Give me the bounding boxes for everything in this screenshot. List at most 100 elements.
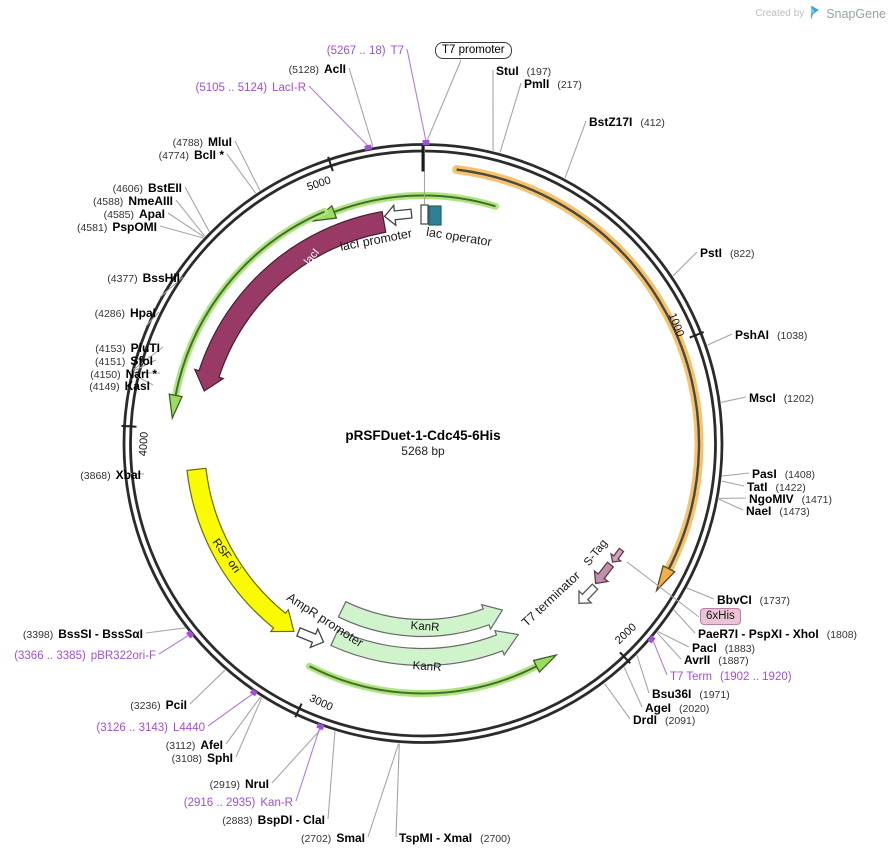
t7-term-tick[interactable]: [647, 635, 656, 644]
kanr-cds-inner[interactable]: [330, 629, 520, 667]
site-label-apai[interactable]: (4585) ApaI: [104, 207, 165, 222]
site-position: (1971): [699, 689, 730, 701]
site-label-t7-term[interactable]: T7 Term (1902 .. 1920): [670, 669, 792, 684]
site-label-mlui[interactable]: (4788) MluI: [173, 135, 232, 150]
site-name: MluI: [208, 135, 232, 149]
site-position: (3366 .. 3385): [14, 650, 86, 662]
site-label-afei[interactable]: (3112) AfeI: [166, 738, 223, 753]
kan-r-tick[interactable]: [316, 722, 325, 730]
site-name: PstI: [700, 246, 723, 260]
site-label-agei[interactable]: AgeI (2020): [645, 701, 709, 716]
site-label-paer7i-pspxi-xhoi[interactable]: PaeR7I - PspXI - XhoI (1808): [698, 627, 857, 642]
site-label-laci-r[interactable]: (5105 .. 5124) LacI-R: [196, 80, 306, 95]
site-name: Bsu36I: [652, 687, 692, 701]
laci-r-tick[interactable]: [364, 144, 372, 151]
site-label-stui[interactable]: StuI (197): [496, 64, 551, 79]
site-label-kasi[interactable]: (4149) KasI: [89, 379, 150, 394]
site-name: Kan-R: [260, 797, 293, 809]
leader-line-acli: [348, 67, 374, 147]
site-label-bsssi-bsss-i[interactable]: (3398) BssSI - BssSαI: [23, 627, 143, 642]
site-label-drdi[interactable]: DrdI (2091): [633, 713, 695, 728]
site-label-psti[interactable]: PstI (822): [700, 246, 755, 261]
rsf-ori-arrow[interactable]: [186, 467, 295, 633]
site-label-naei[interactable]: NaeI (1473): [746, 504, 810, 519]
site-position: (1202): [783, 393, 815, 405]
site-label-pmli[interactable]: PmlI (217): [524, 77, 582, 92]
site-label-nmeaiii[interactable]: (4588) NmeAIII: [93, 194, 173, 209]
laci-cassette-arc-arrowhead: [168, 393, 183, 421]
site-label-avrii[interactable]: AvrII (1887): [684, 653, 749, 668]
site-position: (2702): [300, 833, 332, 845]
kanr-label-inner[interactable]: KanR: [412, 660, 442, 674]
site-position: (2091): [665, 715, 696, 727]
site-label-smai[interactable]: (2702) SmaI: [301, 831, 365, 846]
laci-promoter-arrow[interactable]: [383, 203, 413, 227]
site-label-bsu36i[interactable]: Bsu36I (1971): [652, 687, 730, 702]
site-name: SmaI: [336, 831, 365, 845]
leader-line-tati: [721, 480, 745, 487]
site-label-ngomiv[interactable]: NgoMIV (1471): [749, 492, 832, 507]
site-position: (3108): [171, 753, 202, 765]
pbr322ori-f-tick[interactable]: [186, 630, 195, 639]
site-name: PacI: [692, 641, 717, 655]
site-label-xbai[interactable]: (3868) XbaI: [80, 468, 141, 483]
t7-promoter-feature[interactable]: [420, 204, 429, 225]
l4440-tick[interactable]: [249, 688, 258, 697]
site-name: ApaI: [138, 207, 165, 221]
site-label-t7[interactable]: (5267 .. 18) T7: [327, 43, 404, 58]
site-name: AvrII: [684, 653, 711, 667]
site-label-pspomi[interactable]: (4581) PspOMI: [77, 220, 157, 235]
site-label-pcii[interactable]: (3236) PciI: [130, 698, 187, 713]
leader-line-afei: [225, 696, 261, 745]
feature-shapes: [168, 165, 704, 697]
site-label-bbvci[interactable]: BbvCI (1737): [717, 593, 790, 608]
site-position: (3112): [165, 740, 196, 752]
site-label-paci[interactable]: PacI (1883): [692, 641, 755, 656]
site-label-sphi[interactable]: (3108) SphI: [172, 751, 233, 766]
site-label-bstz17i[interactable]: BstZ17I (412): [589, 115, 665, 130]
kanr-cds-outer[interactable]: [337, 600, 504, 638]
site-label-nrui[interactable]: (2919) NruI: [210, 777, 269, 792]
laci-cassette-arc-core: [174, 210, 325, 396]
site-position: (5105 .. 5124): [195, 82, 268, 94]
site-label-bspdi-clai[interactable]: (2883) BspDI - ClaI: [222, 813, 325, 828]
site-position: (1808): [826, 629, 858, 641]
lac-operator-feature[interactable]: [428, 205, 442, 226]
site-position: (4606): [112, 183, 143, 195]
site-label-acli[interactable]: (5128) AclI: [289, 62, 346, 77]
site-position: (4588): [92, 196, 124, 208]
site-position: (3126 .. 3143): [96, 722, 169, 734]
site-label-pluti[interactable]: (4153) PluTI: [95, 341, 160, 356]
site-label-kan-r[interactable]: (2916 .. 2935) Kan-R: [184, 795, 293, 810]
site-label-msci[interactable]: MscI (1202): [749, 391, 814, 406]
site-label-bcli[interactable]: (4774) BclI *: [159, 148, 224, 163]
site-label-nari[interactable]: (4150) NarI *: [90, 367, 157, 382]
site-name: SphI: [207, 751, 233, 765]
ampr-promoter-arrow[interactable]: [295, 623, 328, 652]
t7-terminator-arrow[interactable]: [573, 581, 601, 609]
site-position: (4150): [90, 369, 121, 381]
site-label-pbr322ori-f[interactable]: (3366 .. 3385) pBR322ori-F: [14, 648, 156, 663]
site-label-bsshii[interactable]: (4377) BssHII: [107, 271, 180, 286]
his-tag-arrow[interactable]: [608, 546, 627, 565]
leader-line-t7: [406, 48, 427, 141]
site-position: (1883): [724, 643, 756, 655]
kanr-label-outer[interactable]: KanR: [410, 620, 440, 634]
site-label-l4440[interactable]: (3126 .. 3143) L4440: [96, 720, 205, 735]
site-position: (1887): [718, 655, 749, 667]
leader-line-t7-term: [652, 640, 668, 676]
site-label-pasi[interactable]: PasI (1408): [752, 467, 815, 482]
laci-cds-arrow[interactable]: [193, 210, 387, 392]
site-label-tati[interactable]: TatI (1422): [747, 480, 806, 495]
site-position: (822): [730, 248, 755, 260]
site-label-hpai[interactable]: (4286) HpaI: [95, 306, 156, 321]
leader-line-hpai: [145, 311, 160, 327]
cdc45-orf-arc[interactable]: [452, 165, 704, 574]
site-position: (3236): [130, 700, 161, 712]
site-label-tspmi-xmai[interactable]: TspMI - XmaI (2700): [399, 831, 510, 846]
s-tag-arrow[interactable]: [589, 559, 617, 588]
site-label-bsteii[interactable]: (4606) BstEII: [113, 181, 182, 196]
site-label-pshai[interactable]: PshAI (1038): [735, 328, 807, 343]
scale-tick-2000: [619, 651, 631, 664]
site-label-sfoi[interactable]: (4151) SfoI: [95, 354, 153, 369]
